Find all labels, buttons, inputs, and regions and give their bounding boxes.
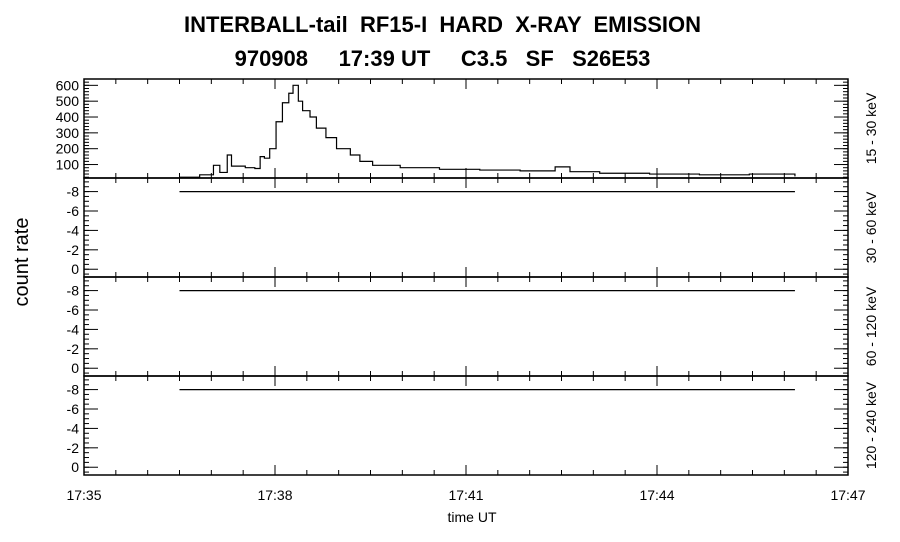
y-tick-label: -2 bbox=[67, 341, 80, 357]
x-tick-label: 17:44 bbox=[639, 487, 674, 503]
x-axis-label: time UT bbox=[448, 509, 497, 525]
y-tick-label: -4 bbox=[67, 222, 80, 238]
y-tick-label: 600 bbox=[56, 77, 80, 93]
y-tick-label: -6 bbox=[67, 302, 80, 318]
channel-label: 30 - 60 keV bbox=[863, 191, 879, 263]
y-tick-label: 100 bbox=[56, 157, 80, 173]
channel-label: 15 - 30 keV bbox=[863, 92, 879, 164]
chart-subtitle: 970908 17:39 UT C3.5 SF S26E53 bbox=[234, 46, 651, 71]
y-tick-label: 0 bbox=[71, 360, 79, 376]
y-tick-label: -6 bbox=[67, 203, 80, 219]
channel-label: 120 - 240 keV bbox=[863, 381, 879, 469]
y-tick-label: 500 bbox=[56, 93, 80, 109]
panel-frame bbox=[83, 78, 849, 179]
panel-frame bbox=[83, 375, 849, 476]
chart-title: INTERBALL-tail RF15-I HARD X-RAY EMISSIO… bbox=[183, 12, 702, 37]
x-tick-label: 17:35 bbox=[66, 487, 101, 503]
y-tick-label: -4 bbox=[67, 420, 80, 436]
y-tick-label: 200 bbox=[56, 141, 80, 157]
channel-label: 60 - 120 keV bbox=[863, 286, 879, 366]
y-tick-label: -8 bbox=[67, 382, 80, 398]
panel-frame bbox=[83, 276, 849, 377]
data-series-line bbox=[179, 84, 796, 178]
y-axis-label: count rate bbox=[11, 218, 33, 307]
y-tick-label: -4 bbox=[67, 321, 80, 337]
x-tick-label: 17:38 bbox=[257, 487, 292, 503]
y-tick-label: -8 bbox=[67, 283, 80, 299]
y-tick-label: -6 bbox=[67, 401, 80, 417]
panel-frame bbox=[83, 177, 849, 278]
y-tick-label: 300 bbox=[56, 125, 80, 141]
y-tick-label: 0 bbox=[71, 261, 79, 277]
y-tick-label: -8 bbox=[67, 184, 80, 200]
x-tick-label: 17:47 bbox=[830, 487, 865, 503]
y-tick-label: -2 bbox=[67, 440, 80, 456]
y-tick-label: -2 bbox=[67, 242, 80, 258]
x-tick-label: 17:41 bbox=[448, 487, 483, 503]
y-tick-label: 400 bbox=[56, 109, 80, 125]
y-tick-label: 0 bbox=[71, 459, 79, 475]
